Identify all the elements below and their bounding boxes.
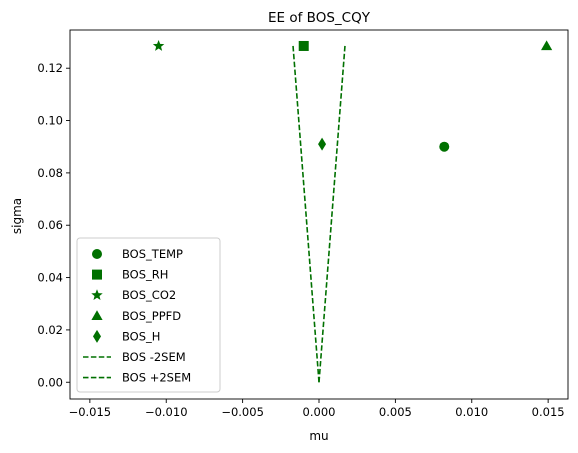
data-point-bos-rh (298, 40, 309, 51)
y-axis-label: sigma (10, 198, 24, 234)
x-tick-label: 0.010 (455, 405, 488, 419)
x-tick-label: −0.015 (69, 405, 112, 419)
legend-marker-bos-rh (92, 269, 102, 280)
legend-entry-label: BOS_CO2 (122, 288, 176, 302)
legend-marker-bos-ppfd (91, 310, 103, 320)
plot-area (152, 39, 553, 383)
data-point-bos-h (318, 137, 327, 151)
legend-entry-label: BOS +2SEM (122, 371, 191, 385)
legend-entry-label: BOS_RH (122, 268, 168, 282)
sem-line-plus (318, 45, 346, 383)
x-tick-label: −0.010 (145, 405, 188, 419)
legend-marker-bos-temp (92, 249, 102, 259)
data-point-bos-co2 (152, 39, 165, 51)
data-point-bos-ppfd (541, 40, 553, 51)
legend-entry-label: BOS -2SEM (122, 350, 186, 364)
chart-title: EE of BOS_CQY (268, 10, 371, 26)
axes: −0.015 −0.010 −0.005 0.000 0.005 0.010 0.015 0.… (37, 29, 569, 419)
y-tick-label: 0.04 (37, 271, 63, 285)
y-tick-label: 0.08 (37, 166, 63, 180)
y-tick-label: 0.00 (37, 375, 63, 389)
legend-marker-bos-co2 (91, 289, 103, 301)
legend-box (76, 237, 221, 393)
y-tick-label: 0.12 (37, 61, 63, 75)
legend-entry-label: BOS_PPFD (122, 309, 181, 323)
legend-entry-label: BOS_TEMP (122, 247, 183, 261)
data-point-bos-temp (439, 141, 450, 152)
x-tick-label: 0.005 (379, 405, 412, 419)
x-axis-label: mu (309, 429, 328, 443)
sem-line-minus (292, 45, 320, 383)
y-tick-label: 0.06 (37, 218, 63, 232)
legend-entry-label: BOS_H (122, 329, 160, 343)
x-tick-label: 0.015 (532, 405, 565, 419)
x-tick-label: 0.000 (303, 405, 336, 419)
x-tick-label: −0.005 (221, 405, 264, 419)
y-tick-label: 0.10 (37, 114, 63, 128)
legend-marker-bos-h (93, 329, 101, 343)
legend: BOS_TEMP BOS_RH BOS_CO2 BOS_PPFD BOS_H BOS -2… (76, 237, 221, 393)
y-tick-label: 0.02 (37, 323, 63, 337)
